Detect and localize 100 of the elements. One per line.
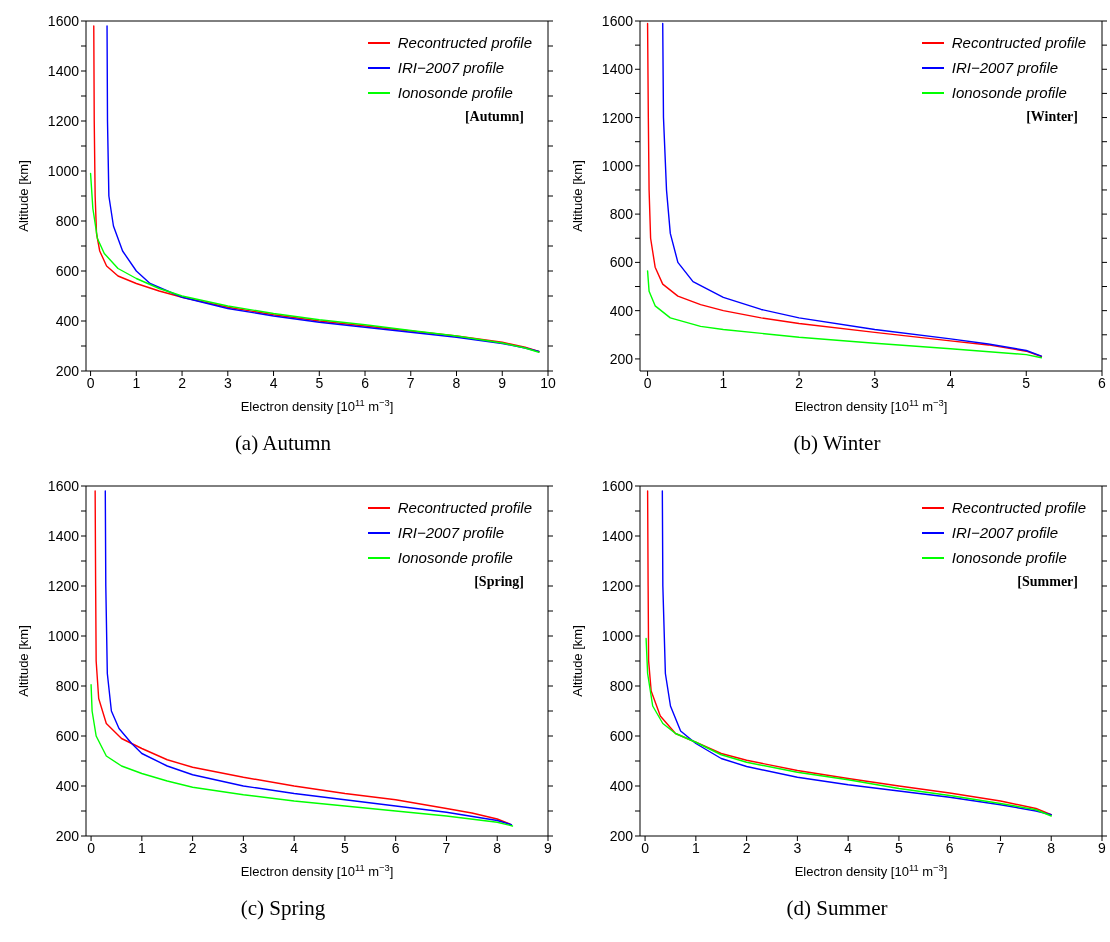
y-tick-label: 1000	[601, 157, 634, 174]
line-series	[89, 172, 540, 353]
x-tick-label: 1	[719, 374, 728, 391]
x-tick-label: 2	[188, 839, 197, 856]
y-tick-label: 400	[609, 777, 634, 794]
legend-label: Recontructed profile	[397, 34, 532, 51]
text: (a) Autumn	[233, 431, 333, 456]
legend-label: Recontructed profile	[951, 499, 1086, 516]
x-tick-label: 7	[442, 839, 451, 856]
x-tick-label: 8	[493, 839, 502, 856]
legend-label: Ionosonde profile	[397, 84, 513, 101]
x-tick-label: 1	[691, 839, 700, 856]
legend-label: IRI−2007 profile	[397, 524, 505, 541]
legend-label: Ionosonde profile	[397, 549, 513, 566]
y-axis-title: Altitude [km]	[16, 625, 31, 697]
line-series	[90, 684, 514, 827]
x-tick-label: 1	[137, 839, 146, 856]
y-axis-title: Altitude [km]	[570, 625, 585, 697]
x-tick-label: 7	[996, 839, 1005, 856]
y-tick-label: 1600	[47, 12, 80, 29]
y-tick-label: 1400	[47, 527, 80, 544]
y-axis-title: Altitude [km]	[16, 160, 31, 232]
y-tick-label: 600	[609, 727, 634, 744]
y-tick-label: 600	[55, 262, 80, 279]
x-tick-label: 8	[452, 374, 461, 391]
legend-label: Recontructed profile	[951, 34, 1086, 51]
x-tick-label: 9	[498, 374, 507, 391]
x-tick-label: 4	[946, 374, 955, 391]
x-tick-label: 9	[544, 839, 553, 856]
x-tick-label: 8	[1047, 839, 1056, 856]
y-tick-label: 1000	[47, 627, 80, 644]
y-tick-label: 1600	[601, 477, 634, 494]
y-tick-label: 1400	[601, 527, 634, 544]
x-tick-label: 5	[895, 839, 904, 856]
y-tick-label: 1400	[47, 62, 80, 79]
x-tick-label: 0	[87, 839, 96, 856]
y-tick-label: 1000	[47, 162, 80, 179]
y-tick-label: 1200	[47, 112, 80, 129]
y-tick-label: 1000	[601, 627, 634, 644]
y-tick-label: 200	[609, 827, 634, 844]
x-tick-label: 2	[795, 374, 804, 391]
legend-label: IRI−2007 profile	[951, 524, 1059, 541]
annotation: [Spring]	[473, 574, 524, 590]
y-tick-label: 200	[609, 350, 634, 367]
x-tick-label: 7	[406, 374, 415, 391]
annotation: [Winter]	[1025, 109, 1078, 125]
y-tick-label: 1600	[601, 12, 634, 29]
text: (c) Spring	[239, 896, 327, 921]
y-tick-label: 600	[55, 727, 80, 744]
x-axis-title: Electron density [10$^{11}$ m$^{−3}$]	[240, 863, 394, 879]
x-tick-label: 0	[86, 374, 95, 391]
y-tick-label: 400	[55, 777, 80, 794]
x-tick-label: 2	[742, 839, 751, 856]
x-tick-label: 5	[341, 839, 350, 856]
x-tick-label: 4	[844, 839, 853, 856]
y-tick-label: 200	[55, 362, 80, 379]
y-tick-label: 800	[55, 212, 80, 229]
y-tick-label: 400	[609, 302, 634, 319]
y-tick-label: 600	[609, 254, 634, 271]
text: (b) Winter	[792, 431, 882, 456]
x-tick-label: 10	[540, 374, 556, 391]
legend-label: Ionosonde profile	[951, 84, 1067, 101]
x-tick-label: 0	[641, 839, 650, 856]
legend-label: Ionosonde profile	[951, 549, 1067, 566]
y-tick-label: 1200	[47, 577, 80, 594]
x-tick-label: 5	[1022, 374, 1031, 391]
x-axis-title: Electron density [10$^{11}$ m$^{−3}$]	[794, 863, 948, 879]
annotation: [Summer]	[1016, 574, 1078, 590]
legend-label: Recontructed profile	[397, 499, 532, 516]
y-tick-label: 800	[609, 206, 634, 223]
x-tick-label: 5	[315, 374, 324, 391]
line-series	[645, 637, 1052, 817]
x-tick-label: 4	[290, 839, 299, 856]
x-tick-label: 3	[870, 374, 879, 391]
line-series	[646, 270, 1043, 359]
y-axis-title: Altitude [km]	[570, 160, 585, 232]
x-tick-label: 6	[1098, 374, 1107, 391]
x-tick-label: 6	[361, 374, 370, 391]
x-tick-label: 2	[178, 374, 187, 391]
y-tick-label: 1600	[47, 477, 80, 494]
x-tick-label: 3	[239, 839, 248, 856]
x-tick-label: 0	[643, 374, 652, 391]
x-tick-label: 6	[945, 839, 954, 856]
x-axis-title: Electron density [10$^{11}$ m$^{−3}$]	[240, 398, 394, 414]
x-tick-label: 4	[269, 374, 278, 391]
y-tick-label: 1200	[601, 577, 634, 594]
x-tick-label: 1	[132, 374, 141, 391]
y-tick-label: 1400	[601, 61, 634, 78]
y-tick-label: 800	[609, 677, 634, 694]
y-tick-label: 200	[55, 827, 80, 844]
text: (d) Summer	[785, 896, 889, 921]
x-tick-label: 9	[1098, 839, 1107, 856]
x-tick-label: 3	[223, 374, 232, 391]
legend-label: IRI−2007 profile	[951, 59, 1059, 76]
x-axis-title: Electron density [10$^{11}$ m$^{−3}$]	[794, 398, 948, 414]
y-tick-label: 400	[55, 312, 80, 329]
x-tick-label: 6	[391, 839, 400, 856]
legend-label: IRI−2007 profile	[397, 59, 505, 76]
annotation: [Autumn]	[463, 109, 524, 125]
y-tick-label: 1200	[601, 109, 634, 126]
